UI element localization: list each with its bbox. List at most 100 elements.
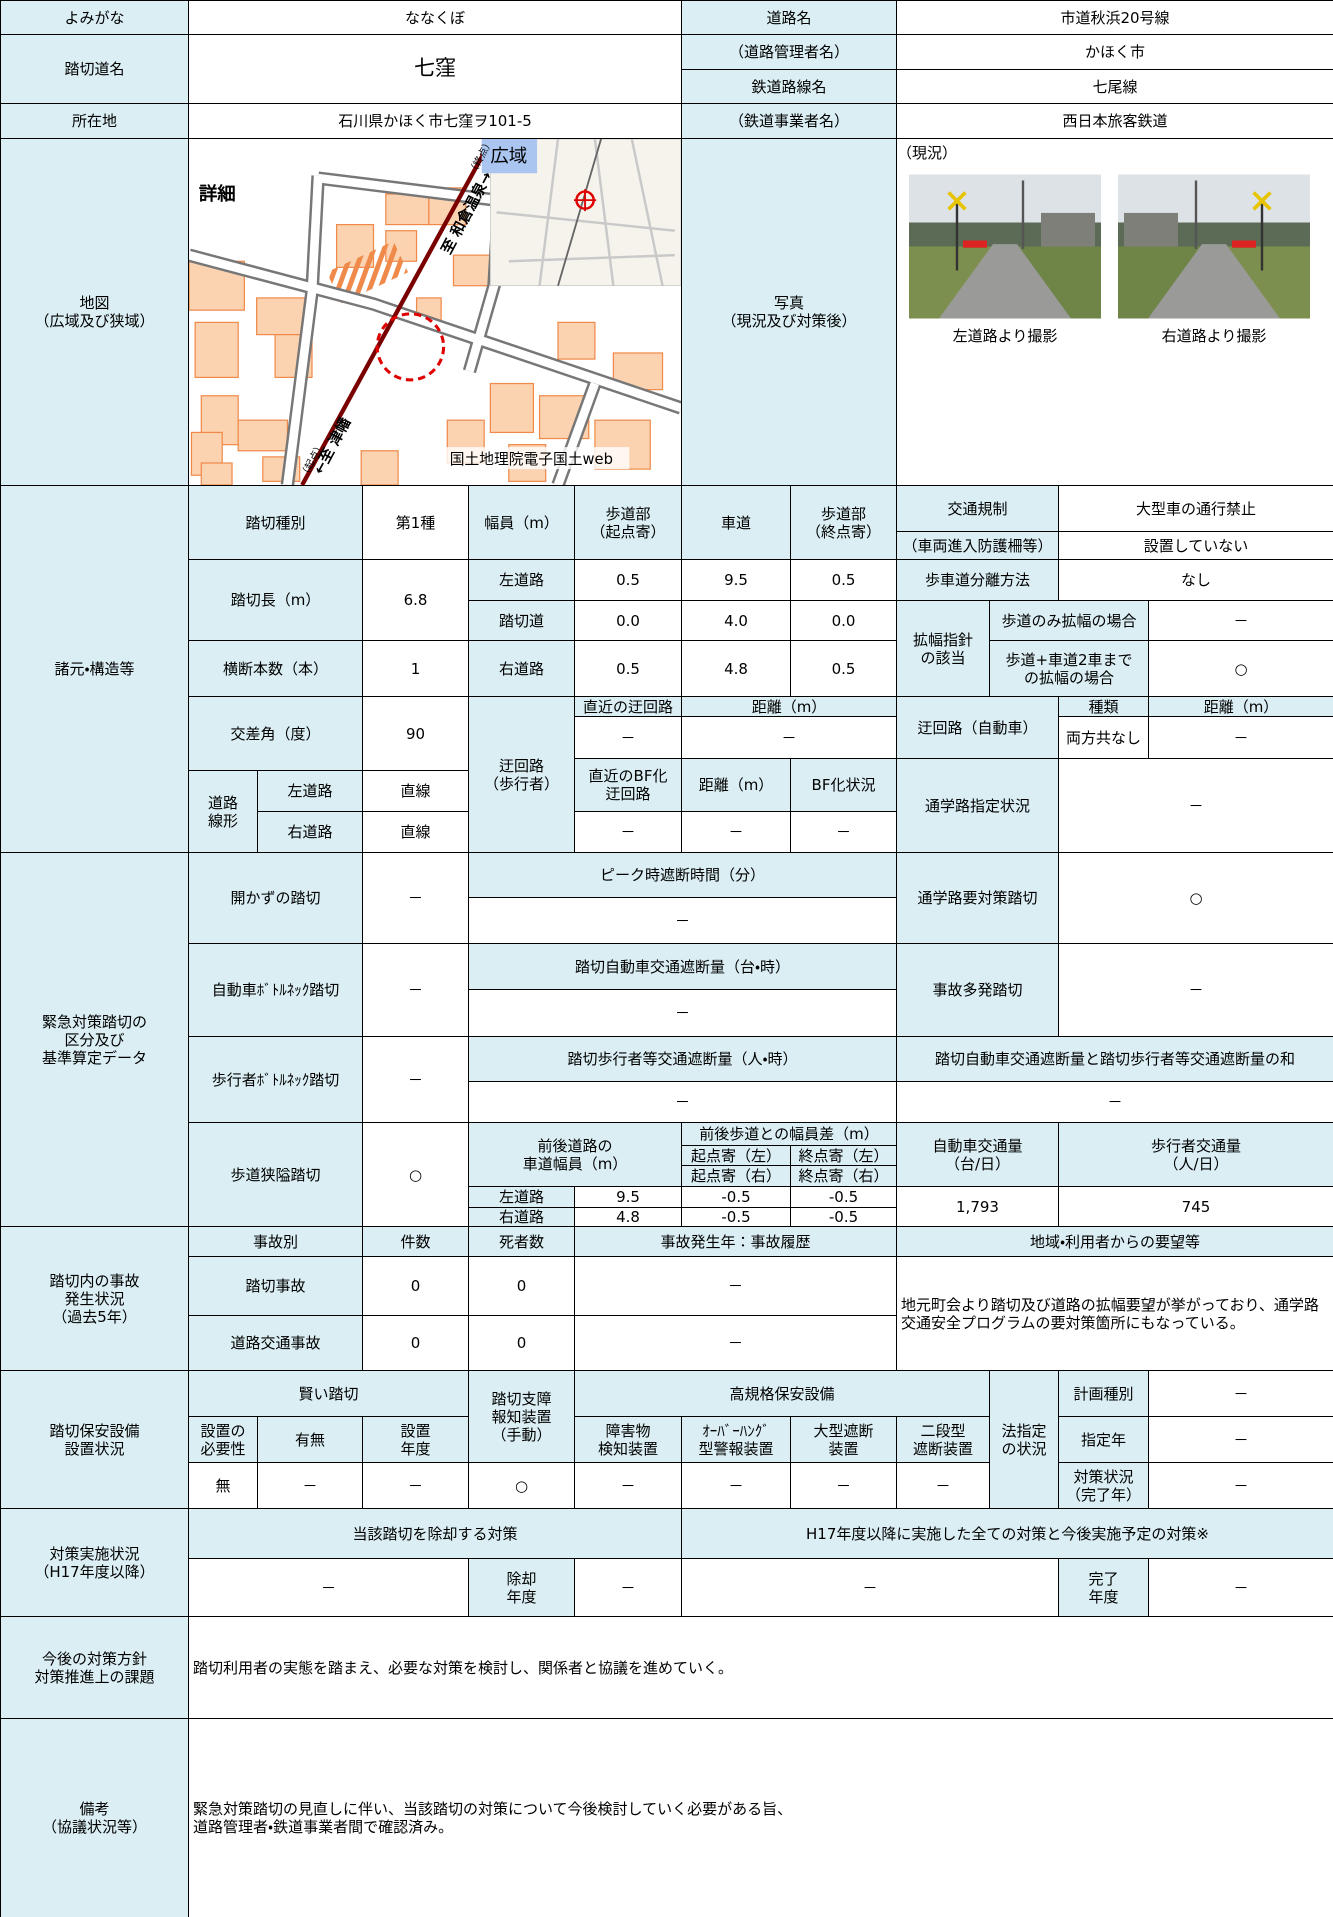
value-cell: 0.5 xyxy=(575,641,682,697)
building xyxy=(237,419,289,452)
value-cell: 直線 xyxy=(363,812,469,853)
header-cell: 大型遮断 装置 xyxy=(791,1417,897,1463)
header-cell: 設置 年度 xyxy=(363,1417,469,1463)
value-cell: -0.5 xyxy=(791,1208,897,1227)
header-cell: 踏切内の事故 発生状況 （過去5年） xyxy=(1,1227,189,1371)
value-cell: － xyxy=(1059,759,1333,853)
value-cell: 市道秋浜20号線 xyxy=(897,1,1333,35)
grass-left xyxy=(909,246,993,319)
header-cell: 踏切保安設備 設置状況 xyxy=(1,1371,189,1509)
header-cell: 歩道狭隘踏切 xyxy=(189,1123,363,1227)
railway xyxy=(300,139,494,485)
value-cell: 設置していない xyxy=(1059,532,1333,560)
value-cell: 4.8 xyxy=(575,1208,682,1227)
value-cell: 0.0 xyxy=(575,601,682,641)
value-cell: -0.5 xyxy=(682,1187,791,1208)
grass-left xyxy=(1226,246,1310,319)
photo-caption: 右道路より撮影 xyxy=(1161,327,1267,345)
header-cell: 死者数 xyxy=(469,1227,575,1257)
house xyxy=(1124,212,1178,249)
value-cell: － xyxy=(469,990,897,1037)
value-cell: 745 xyxy=(1059,1187,1333,1227)
value-cell: ○ xyxy=(1059,853,1333,944)
header-cell: 今後の対策方針 対策推進上の課題 xyxy=(1,1617,189,1719)
value-cell: － xyxy=(1149,601,1333,641)
value-cell: 七尾線 xyxy=(897,70,1333,104)
header-cell: 障害物 検知装置 xyxy=(575,1417,682,1463)
value-cell: 西日本旅客鉄道 xyxy=(897,104,1333,139)
value-cell: 0.5 xyxy=(791,641,897,697)
header-cell: （鉄道事業者名） xyxy=(682,104,897,139)
value-cell: 0.5 xyxy=(575,560,682,601)
building xyxy=(385,193,430,226)
value-cell: 1 xyxy=(363,641,469,697)
header-cell: 歩車道分離方法 xyxy=(897,560,1059,601)
header-cell: 種類 xyxy=(1059,697,1149,717)
header-cell: 鉄道路線名 xyxy=(682,70,897,104)
credit-bg xyxy=(444,447,630,470)
header-cell: 件数 xyxy=(363,1227,469,1257)
value-cell: － xyxy=(575,812,682,853)
value-cell: － xyxy=(1149,1559,1333,1617)
value-cell: かほく市 xyxy=(897,35,1333,70)
value-cell: 0 xyxy=(469,1257,575,1316)
header-cell: 前後道路の 車道幅員（m） xyxy=(469,1123,682,1187)
header-cell: 法指定 の状況 xyxy=(990,1371,1059,1509)
value-cell: 両方共なし xyxy=(1059,717,1149,759)
photo-scene xyxy=(1118,174,1310,319)
value-cell: 0.5 xyxy=(791,560,897,601)
header-cell: 交差角（度） xyxy=(189,697,363,771)
header-cell: 交通規制 xyxy=(897,486,1059,532)
grass-right xyxy=(1017,246,1101,319)
header-cell: 左道路 xyxy=(258,771,363,812)
header-cell: 車道 xyxy=(682,486,791,560)
value-cell: ○ xyxy=(1149,641,1333,697)
inset-railway xyxy=(557,139,602,286)
value-cell: － xyxy=(363,1463,469,1509)
photo-caption: 左道路より撮影 xyxy=(952,327,1058,345)
inset-road xyxy=(496,211,675,232)
header-cell: 距離（m） xyxy=(682,759,791,812)
inset-road xyxy=(538,139,560,286)
header-cell: 歩行者ﾎﾞﾄﾙﾈｯｸ踏切 xyxy=(189,1037,363,1123)
value-cell: － xyxy=(897,1082,1333,1123)
value-cell: － xyxy=(1149,1417,1333,1463)
header-cell: 右道路 xyxy=(258,812,363,853)
value-cell: 無 xyxy=(189,1463,258,1509)
header-cell: 終点寄（左） xyxy=(791,1146,897,1166)
header-cell: 距離（m） xyxy=(682,697,897,717)
building xyxy=(360,450,399,485)
header-cell: BF化状況 xyxy=(791,759,897,812)
value-cell: 0 xyxy=(469,1316,575,1371)
building xyxy=(489,382,535,434)
photo-cell: （現況） 左道路より撮影 右道路より撮影 xyxy=(897,139,1333,486)
header-cell: 踏切自動車交通遮断量（台・時） xyxy=(469,944,897,990)
value-cell: － xyxy=(189,1559,469,1617)
value-cell: 石川県かほく市七窪ヲ101-5 xyxy=(189,104,682,139)
header-cell: 二段型 遮断装置 xyxy=(897,1417,990,1463)
header-cell: 道路交通事故 xyxy=(189,1316,363,1371)
header-cell: 対策状況 （完了年） xyxy=(1059,1463,1149,1509)
value-cell: 1,793 xyxy=(897,1187,1059,1227)
value-cell: -0.5 xyxy=(791,1187,897,1208)
header-cell: 指定年 xyxy=(1059,1417,1149,1463)
value-cell: ○ xyxy=(363,1123,469,1227)
value-cell: － xyxy=(1059,944,1333,1037)
header-cell: 起点寄（左） xyxy=(682,1146,791,1166)
value-cell: － xyxy=(1149,1371,1333,1417)
inset-label: 広域 xyxy=(490,146,527,167)
building xyxy=(557,321,596,360)
value-cell: － xyxy=(682,1463,791,1509)
value-cell: － xyxy=(682,717,897,759)
value-cell: 踏切利用者の実態を踏まえ、必要な対策を検討し、関係者と協議を進めていく。 xyxy=(189,1617,1333,1719)
value-cell: なし xyxy=(1059,560,1333,601)
header-cell: 起点寄（右） xyxy=(682,1166,791,1187)
header-cell: 写真 （現況及び対策後） xyxy=(682,139,897,486)
header-cell: 有無 xyxy=(258,1417,363,1463)
barrier xyxy=(1232,240,1256,248)
map-cell: 広域 詳細 （終点）至 和倉温泉→ （起点） ←至 津幡 国土地理院電子国土web xyxy=(189,139,682,486)
header-cell: （車両進入防護柵等） xyxy=(897,532,1059,560)
value-cell: ○ xyxy=(469,1463,575,1509)
